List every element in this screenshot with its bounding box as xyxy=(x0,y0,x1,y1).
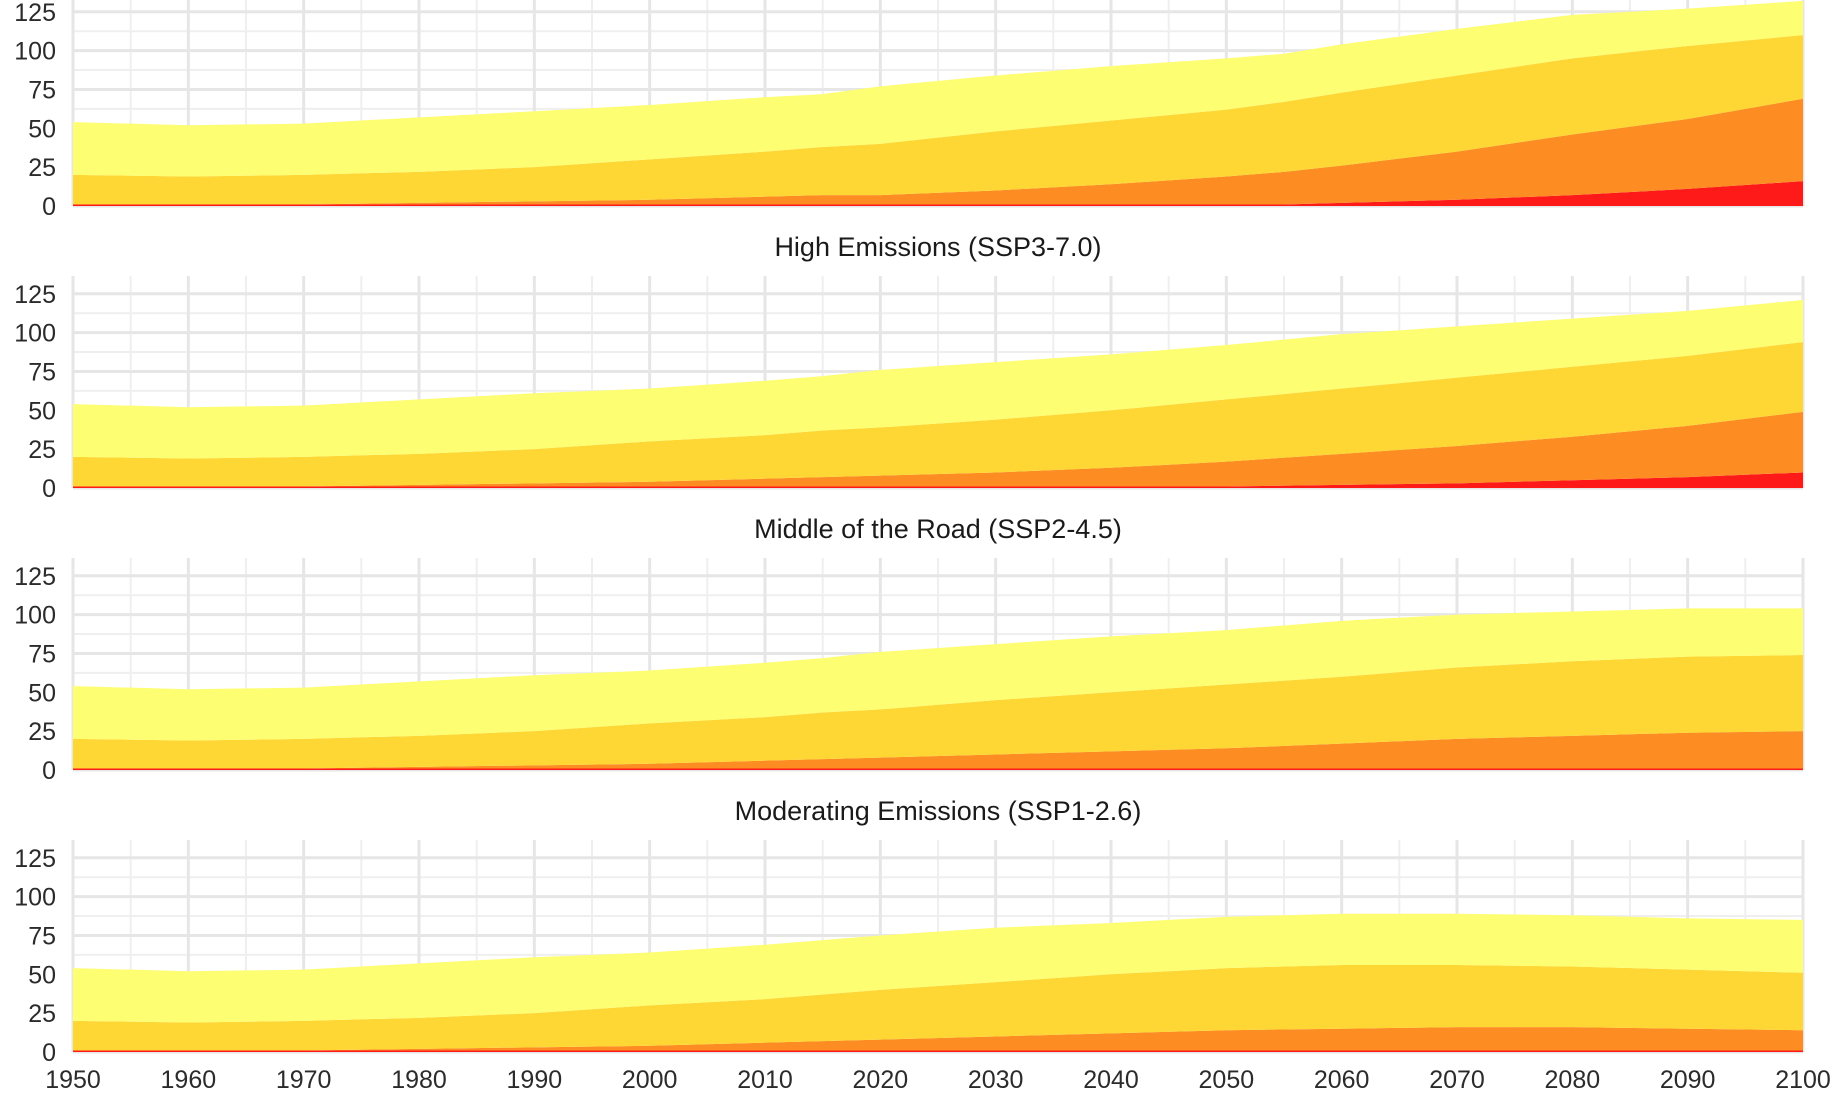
x-tick-label: 2090 xyxy=(1660,1066,1716,1094)
area-band-2 xyxy=(73,731,1803,769)
panel-2: High Emissions (SSP3-7.0) 0 25 50 75 100 125 xyxy=(14,232,1805,503)
y-tick-label: 0 xyxy=(42,757,56,785)
y-tick-label: 100 xyxy=(14,602,56,630)
x-tick-label: 2020 xyxy=(853,1066,909,1094)
panel-title: Middle of the Road (SSP2-4.5) xyxy=(754,514,1122,544)
x-tick-label: 1990 xyxy=(507,1066,563,1094)
area-band-3 xyxy=(73,655,1803,769)
x-tick-label: 2060 xyxy=(1314,1066,1370,1094)
y-tick-label: 25 xyxy=(28,436,56,464)
y-tick-label: 75 xyxy=(28,922,56,950)
x-tick-label: 1980 xyxy=(391,1066,447,1094)
y-tick-label: 0 xyxy=(42,475,56,503)
y-tick-label: 0 xyxy=(42,1039,56,1067)
y-tick-label: 25 xyxy=(28,1000,56,1028)
area-band-3 xyxy=(73,341,1803,487)
y-tick-label: 125 xyxy=(14,0,56,27)
area-band-1 xyxy=(73,768,1803,770)
y-tick-label: 0 xyxy=(42,193,56,221)
area-band-4 xyxy=(73,913,1803,1023)
area-band-3 xyxy=(73,35,1803,205)
x-tick-label: 2080 xyxy=(1545,1066,1601,1094)
area-band-4 xyxy=(73,608,1803,741)
area-band-4 xyxy=(73,299,1803,459)
y-tick-label: 75 xyxy=(28,76,56,104)
x-tick-label: 2030 xyxy=(968,1066,1024,1094)
y-tick-label: 125 xyxy=(14,563,56,591)
panel-title: Moderating Emissions (SSP1-2.6) xyxy=(735,796,1142,826)
panel-title: High Emissions (SSP3-7.0) xyxy=(774,232,1101,262)
area-band-1 xyxy=(73,181,1803,206)
x-tick-label: 1970 xyxy=(276,1066,332,1094)
x-tick-label: 1950 xyxy=(45,1066,101,1094)
y-tick-label: 25 xyxy=(28,718,56,746)
y-tick-label: 100 xyxy=(14,38,56,66)
x-tick-label: 2050 xyxy=(1199,1066,1255,1094)
y-tick-label: 50 xyxy=(28,397,56,425)
x-tick-label: 2040 xyxy=(1083,1066,1139,1094)
panel-3: Middle of the Road (SSP2-4.5) 0 25 50 75 100 1… xyxy=(14,514,1805,785)
y-tick-label: 25 xyxy=(28,154,56,182)
panel-4: Moderating Emissions (SSP1-2.6) 0 25 50 75 10… xyxy=(14,796,1831,1094)
area-band-2 xyxy=(73,1027,1803,1051)
y-tick-label: 75 xyxy=(28,358,56,386)
panel-1: 0 25 50 75 100 125 xyxy=(14,0,1805,221)
area-band-2 xyxy=(73,411,1803,487)
y-tick-label: 100 xyxy=(14,884,56,912)
area-band-3 xyxy=(73,964,1803,1051)
area-band-2 xyxy=(73,98,1803,205)
y-tick-label: 50 xyxy=(28,115,56,143)
y-tick-label: 50 xyxy=(28,679,56,707)
x-tick-label: 2100 xyxy=(1775,1066,1831,1094)
area-band-1 xyxy=(73,1050,1803,1052)
x-tick-label: 2010 xyxy=(737,1066,793,1094)
x-tick-label: 2070 xyxy=(1429,1066,1485,1094)
y-tick-label: 125 xyxy=(14,845,56,873)
y-tick-label: 75 xyxy=(28,640,56,668)
y-tick-label: 125 xyxy=(14,281,56,309)
x-tick-label: 1960 xyxy=(161,1066,217,1094)
area-band-4 xyxy=(73,0,1803,177)
y-tick-label: 50 xyxy=(28,961,56,989)
x-tick-label: 2000 xyxy=(622,1066,678,1094)
y-tick-label: 100 xyxy=(14,320,56,348)
